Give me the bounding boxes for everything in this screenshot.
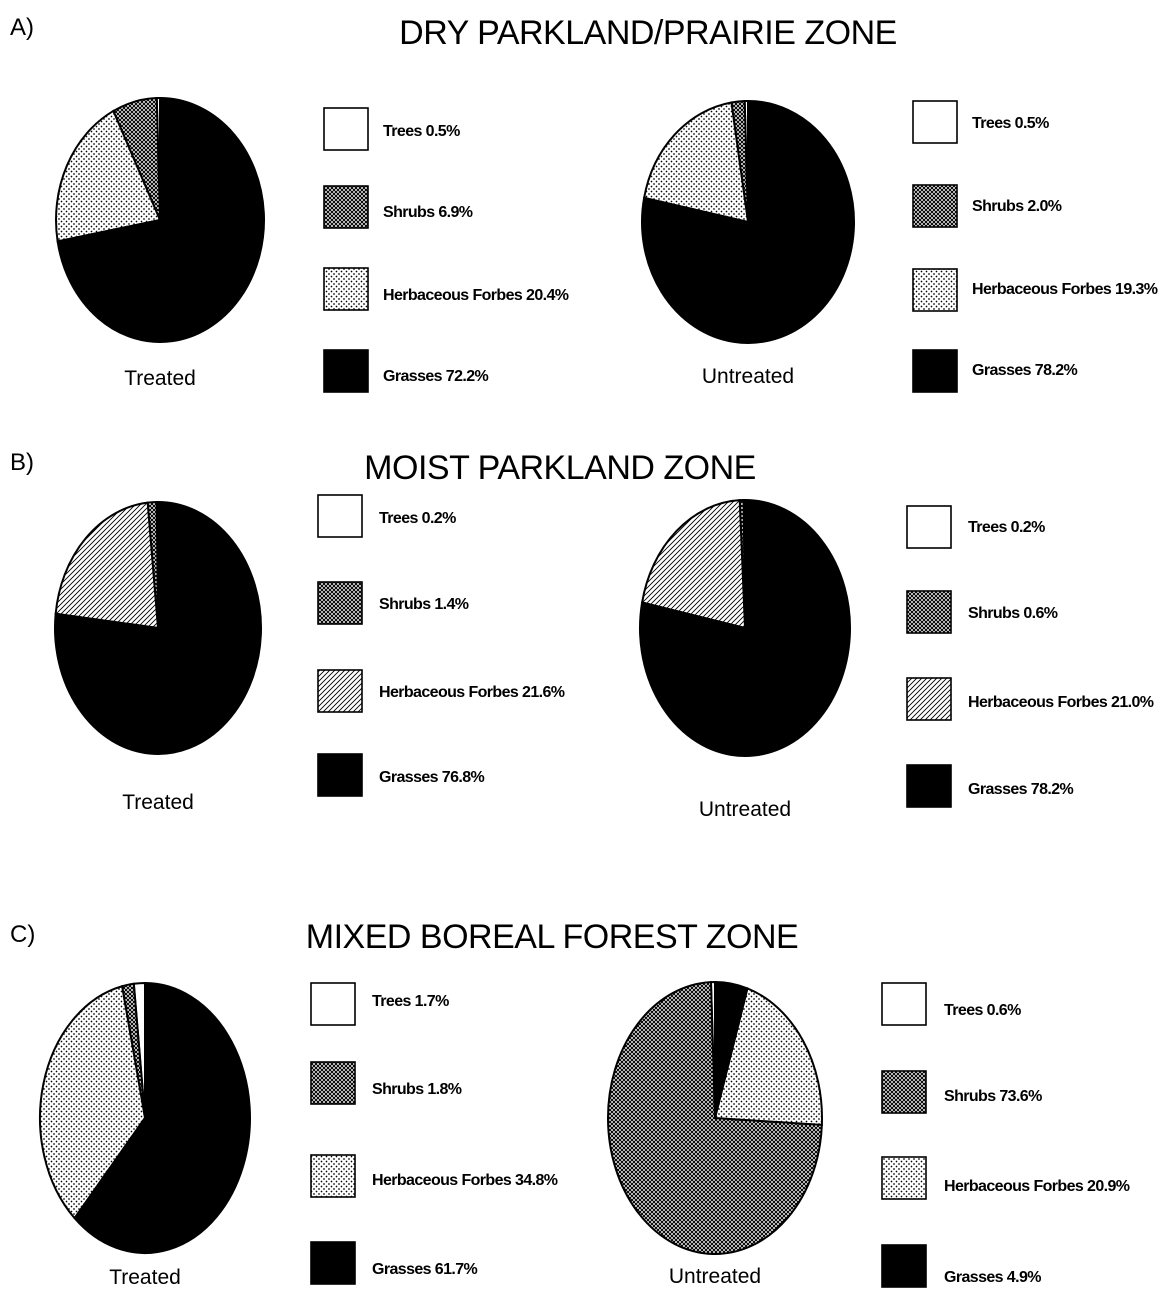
legend-swatch-shrubs (323, 185, 369, 229)
legend-label-shrubs: Shrubs 0.6% (968, 605, 1058, 622)
legend-swatch-herbaceous-forbes (310, 1154, 356, 1198)
legend-swatch-grasses (317, 753, 363, 797)
legend-swatch-grasses (323, 349, 369, 393)
legend-swatch-herbaceous-forbes (323, 267, 369, 311)
legend-label-herbaceous-forbes: Herbaceous Forbes 20.9% (944, 1178, 1130, 1195)
pie-b-treated-label: Treated (122, 791, 194, 814)
legend-swatch-herbaceous-forbes (317, 669, 363, 713)
legend-swatch-grasses (310, 1241, 356, 1285)
legend-b-treated: Trees 0.2% Shrubs 1.4% Herbaceous Forbes 2… (317, 494, 565, 797)
legend-label-shrubs: Shrubs 1.8% (372, 1081, 462, 1098)
legend-label-shrubs: Shrubs 73.6% (944, 1088, 1042, 1105)
panel-b-title: MOIST PARKLAND ZONE (364, 449, 756, 487)
legend-label-grasses: Grasses 4.9% (944, 1269, 1041, 1286)
legend-label-herbaceous-forbes: Herbaceous Forbes 21.6% (379, 684, 565, 701)
legend-swatch-trees (906, 505, 952, 549)
legend-swatch-herbaceous-forbes (906, 677, 952, 721)
legend-swatch-trees (881, 982, 927, 1026)
pie-a-untreated-label: Untreated (702, 365, 794, 388)
legend-label-shrubs: Shrubs 2.0% (972, 198, 1062, 215)
pie-b-treated (54, 500, 262, 755)
pie-slice-herbaceous-forbes (640, 499, 747, 630)
legend-swatch-shrubs (317, 581, 363, 625)
legend-label-trees: Trees 0.6% (944, 1002, 1021, 1019)
panel-b-letter: B) (10, 449, 34, 476)
pie-b-untreated (639, 498, 851, 757)
legend-swatch-shrubs (906, 590, 952, 634)
pie-c-treated (39, 981, 251, 1254)
panel-a-letter: A) (10, 14, 34, 41)
legend-swatch-grasses (881, 1244, 927, 1288)
pie-slice-herbaceous-forbes (39, 984, 147, 1220)
legend-swatch-shrubs (310, 1061, 356, 1105)
legend-label-herbaceous-forbes: Herbaceous Forbes 21.0% (968, 694, 1154, 711)
pie-slice-grasses (73, 981, 251, 1254)
pie-slice-grasses (56, 96, 266, 343)
legend-label-herbaceous-forbes: Herbaceous Forbes 34.8% (372, 1172, 558, 1189)
legend-swatch-herbaceous-forbes (912, 268, 958, 312)
legend-swatch-trees (310, 982, 356, 1026)
legend-a-untreated: Trees 0.5% Shrubs 2.0% Herbaceous Forbes 1… (912, 100, 1158, 393)
panel-c-title: MIXED BOREAL FOREST ZONE (306, 918, 798, 956)
legend-label-trees: Trees 0.2% (968, 519, 1045, 536)
legend-label-trees: Trees 0.2% (379, 510, 456, 527)
legend-label-grasses: Grasses 78.2% (968, 781, 1074, 798)
pie-b-untreated-label: Untreated (699, 798, 791, 821)
pie-a-treated (55, 96, 266, 343)
legend-label-trees: Trees 0.5% (383, 123, 460, 140)
pie-c-treated-label: Treated (109, 1266, 181, 1289)
panel-a-title: DRY PARKLAND/PRAIRIE ZONE (399, 14, 897, 52)
pie-slice-herbaceous-forbes (642, 101, 750, 224)
legend-swatch-shrubs (881, 1070, 927, 1114)
pie-slice-grasses (714, 980, 749, 1119)
pie-slice-herbaceous-forbes (55, 109, 162, 243)
legend-label-grasses: Grasses 61.7% (372, 1261, 478, 1278)
legend-label-herbaceous-forbes: Herbaceous Forbes 19.3% (972, 281, 1158, 298)
legend-swatch-shrubs (912, 184, 958, 228)
pie-slice-grasses (54, 500, 262, 755)
legend-c-untreated: Trees 0.6% Shrubs 73.6% Herbaceous Forbes … (881, 982, 1130, 1288)
legend-c-treated: Trees 1.7% Shrubs 1.8% Herbaceous Forbes 3… (310, 982, 558, 1285)
panel-b: B) MOIST PARKLAND ZONE Treated Trees 0.2… (10, 449, 1154, 821)
legend-swatch-herbaceous-forbes (881, 1156, 927, 1200)
pie-c-untreated (607, 980, 823, 1255)
legend-label-grasses: Grasses 76.8% (379, 769, 485, 786)
pie-a-untreated (641, 99, 855, 344)
pie-slice-grasses (641, 99, 855, 344)
panel-a: A) DRY PARKLAND/PRAIRIE ZONE Treated Tre… (10, 14, 1158, 393)
legend-b-untreated: Trees 0.2% Shrubs 0.6% Herbaceous Forbes 2… (906, 505, 1154, 808)
legend-swatch-grasses (906, 764, 952, 808)
legend-swatch-trees (323, 107, 369, 151)
legend-label-trees: Trees 1.7% (372, 993, 449, 1010)
legend-swatch-grasses (912, 349, 958, 393)
panel-c: C) MIXED BOREAL FOREST ZONE Treated Tree… (10, 918, 1130, 1289)
legend-label-grasses: Grasses 72.2% (383, 368, 489, 385)
panel-c-letter: C) (10, 921, 35, 948)
pie-slice-herbaceous-forbes (713, 987, 823, 1126)
legend-label-grasses: Grasses 78.2% (972, 362, 1078, 379)
legend-label-shrubs: Shrubs 6.9% (383, 204, 473, 221)
legend-label-herbaceous-forbes: Herbaceous Forbes 20.4% (383, 287, 569, 304)
pie-slice-herbaceous-forbes (54, 501, 160, 630)
legend-swatch-trees (317, 494, 363, 538)
legend-label-shrubs: Shrubs 1.4% (379, 596, 469, 613)
legend-swatch-trees (912, 100, 958, 144)
pie-a-treated-label: Treated (124, 367, 196, 390)
legend-label-trees: Trees 0.5% (972, 115, 1049, 132)
pie-slice-grasses (639, 498, 851, 757)
pie-c-untreated-label: Untreated (669, 1265, 761, 1288)
legend-a-treated: Trees 0.5% Shrubs 6.9% Herbaceous Forbes 2… (323, 107, 569, 393)
